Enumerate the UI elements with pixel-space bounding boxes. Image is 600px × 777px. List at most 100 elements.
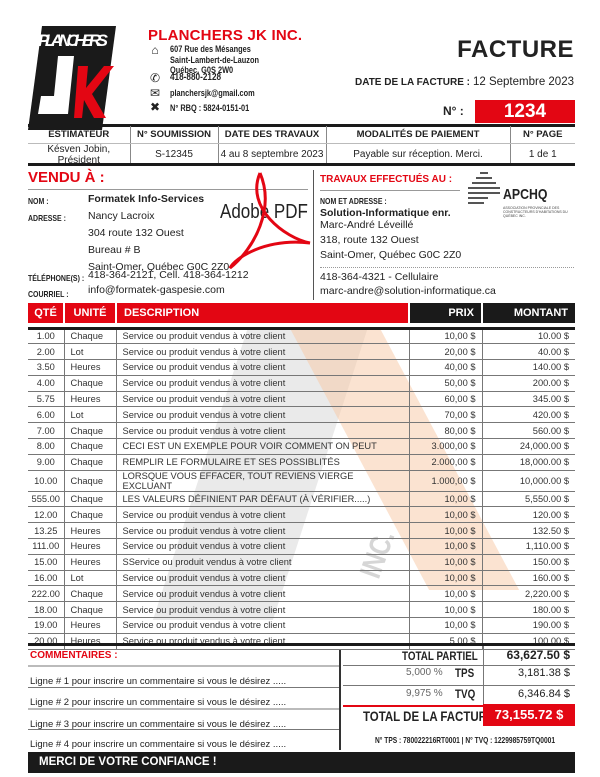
cell-price[interactable]: 10,00 $ [408, 554, 482, 571]
cell-unit[interactable]: Chaque [63, 422, 116, 440]
cell-description[interactable]: Service ou produit vendus à votre client [115, 617, 409, 634]
cell-amount[interactable]: 120.00 $ [481, 506, 575, 524]
cell-qty[interactable]: 8.00 [28, 438, 64, 455]
cell-price[interactable]: 2.000,00 $ [408, 454, 482, 471]
cell-description[interactable]: Service ou produit vendus à votre client [115, 391, 409, 408]
cell-amount[interactable]: 190.00 $ [481, 617, 575, 634]
cell-unit[interactable]: Heures [63, 522, 116, 540]
cell-qty[interactable]: 2.00 [28, 343, 64, 361]
cell-description[interactable]: LORSQUE VOUS EFFACER, TOUT REVIENS VIERG… [115, 470, 409, 492]
cell-amount[interactable]: 200.00 $ [481, 375, 575, 392]
cell-price[interactable]: 10,00 $ [408, 328, 482, 345]
cell-qty[interactable]: 15.00 [28, 554, 64, 571]
cell-price[interactable]: 10,00 $ [408, 491, 482, 508]
cell-qty[interactable]: 4.00 [28, 375, 64, 392]
cell-price[interactable]: 10,00 $ [408, 585, 482, 603]
cell-price[interactable]: 80,00 $ [408, 422, 482, 440]
cell-qty[interactable]: 3.50 [28, 359, 64, 376]
cell-qty[interactable]: 6.00 [28, 406, 64, 424]
cell-qty[interactable]: 18.00 [28, 601, 64, 619]
cell-unit[interactable]: Chaque [63, 506, 116, 524]
cell-unit[interactable]: Chaque [63, 601, 116, 619]
cell-unit[interactable]: Chaque [63, 438, 116, 455]
cell-amount[interactable]: 345.00 $ [481, 391, 575, 408]
comment-line-3[interactable]: Ligne # 3 pour inscrire un commentaire s… [28, 708, 341, 734]
cell-description[interactable]: Service ou produit vendus à votre client [115, 375, 409, 392]
cell-price[interactable]: 1.000,00 $ [408, 470, 482, 492]
cell-description[interactable]: LES VALEURS DÉFINIENT PAR DÉFAUT (À VÉRI… [115, 491, 409, 508]
cell-description[interactable]: Service ou produit vendus à votre client [115, 506, 409, 524]
cell-unit[interactable]: Lot [63, 570, 116, 587]
cell-qty[interactable]: 5.75 [28, 391, 64, 408]
cell-unit[interactable]: Chaque [63, 470, 116, 492]
cell-amount[interactable]: 40.00 $ [481, 343, 575, 361]
cell-unit[interactable]: Chaque [63, 328, 116, 345]
cell-description[interactable]: CECI EST UN EXEMPLE POUR VOIR COMMENT ON… [115, 438, 409, 455]
cell-description[interactable]: REMPLIR LE FORMULAIRE ET SES POSSIBLITÉS [115, 454, 409, 471]
cell-qty[interactable]: 7.00 [28, 422, 64, 440]
cell-price[interactable]: 10,00 $ [408, 538, 482, 555]
cell-price[interactable]: 10,00 $ [408, 601, 482, 619]
cell-unit[interactable]: Lot [63, 343, 116, 361]
cell-qty[interactable]: 1.00 [28, 328, 64, 345]
cell-unit[interactable]: Heures [63, 617, 116, 634]
cell-amount[interactable]: 5,550.00 $ [481, 491, 575, 508]
cell-price[interactable]: 20,00 $ [408, 343, 482, 361]
cell-description[interactable]: Service ou produit vendus à votre client [115, 538, 409, 555]
cell-amount[interactable]: 560.00 $ [481, 422, 575, 440]
cell-price[interactable]: 10,00 $ [408, 506, 482, 524]
cell-unit[interactable]: Chaque [63, 585, 116, 603]
cell-price[interactable]: 10,00 $ [408, 617, 482, 634]
cell-amount[interactable]: 140.00 $ [481, 359, 575, 376]
cell-amount[interactable]: 10,000.00 $ [481, 470, 575, 492]
cell-qty[interactable]: 20.00 [28, 633, 64, 650]
cell-description[interactable]: Service ou produit vendus à votre client [115, 570, 409, 587]
cell-price[interactable]: 10,00 $ [408, 522, 482, 540]
cell-price[interactable]: 3.000,00 $ [408, 438, 482, 455]
cell-amount[interactable]: 2,220.00 $ [481, 585, 575, 603]
cell-unit[interactable]: Heures [63, 554, 116, 571]
cell-unit[interactable]: Lot [63, 406, 116, 424]
cell-amount[interactable]: 24,000.00 $ [481, 438, 575, 455]
cell-price[interactable]: 40,00 $ [408, 359, 482, 376]
cell-amount[interactable]: 150.00 $ [481, 554, 575, 571]
cell-description[interactable]: SService ou produit vendus à votre clien… [115, 554, 409, 571]
cell-qty[interactable]: 19.00 [28, 617, 64, 634]
cell-unit[interactable]: Heures [63, 538, 116, 555]
cell-qty[interactable]: 9.00 [28, 454, 64, 471]
cell-description[interactable]: Service ou produit vendus à votre client [115, 328, 409, 345]
cell-unit[interactable]: Heures [63, 633, 116, 650]
cell-unit[interactable]: Chaque [63, 491, 116, 508]
cell-qty[interactable]: 555.00 [28, 491, 64, 508]
cell-amount[interactable]: 420.00 $ [481, 406, 575, 424]
comment-line-2[interactable]: Ligne # 2 pour inscrire un commentaire s… [28, 687, 341, 713]
cell-description[interactable]: Service ou produit vendus à votre client [115, 522, 409, 540]
cell-price[interactable]: 60,00 $ [408, 391, 482, 408]
cell-amount[interactable]: 180.00 $ [481, 601, 575, 619]
cell-description[interactable]: Service ou produit vendus à votre client [115, 585, 409, 603]
comment-line-1[interactable]: Ligne # 1 pour inscrire un commentaire s… [28, 665, 341, 691]
cell-unit[interactable]: Heures [63, 391, 116, 408]
comment-line-4[interactable]: Ligne # 4 pour inscrire un commentaire s… [28, 729, 341, 755]
cell-qty[interactable]: 13.25 [28, 522, 64, 540]
cell-qty[interactable]: 111.00 [28, 538, 64, 555]
cell-amount[interactable]: 10.00 $ [481, 328, 575, 345]
cell-qty[interactable]: 16.00 [28, 570, 64, 587]
cell-qty[interactable]: 10.00 [28, 470, 64, 492]
cell-price[interactable]: 50,00 $ [408, 375, 482, 392]
cell-price[interactable]: 10,00 $ [408, 570, 482, 587]
cell-qty[interactable]: 222.00 [28, 585, 64, 603]
cell-unit[interactable]: Chaque [63, 375, 116, 392]
cell-description[interactable]: Service ou produit vendus à votre client [115, 406, 409, 424]
cell-description[interactable]: Service ou produit vendus à votre client [115, 601, 409, 619]
cell-price[interactable]: 70,00 $ [408, 406, 482, 424]
cell-description[interactable]: Service ou produit vendus à votre client [115, 422, 409, 440]
cell-unit[interactable]: Heures [63, 359, 116, 376]
cell-amount[interactable]: 18,000.00 $ [481, 454, 575, 471]
cell-amount[interactable]: 1,110.00 $ [481, 538, 575, 555]
cell-description[interactable]: Service ou produit vendus à votre client [115, 359, 409, 376]
cell-description[interactable]: Service ou produit vendus à votre client [115, 343, 409, 361]
cell-amount[interactable]: 160.00 $ [481, 570, 575, 587]
cell-unit[interactable]: Chaque [63, 454, 116, 471]
cell-qty[interactable]: 12.00 [28, 506, 64, 524]
